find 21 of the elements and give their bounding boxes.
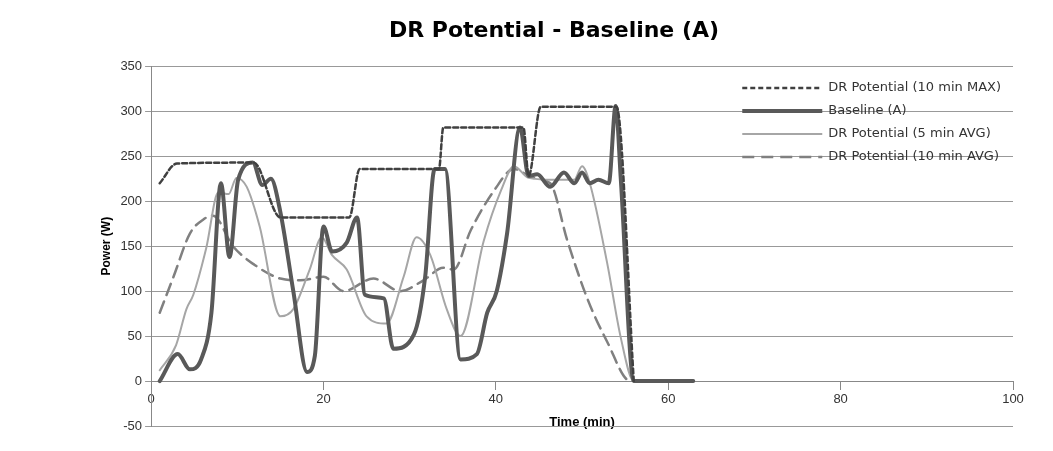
chart-title: DR Potential - Baseline (A): [388, 16, 720, 42]
y-tick-label: 0: [134, 372, 143, 388]
x-tick-label: 60: [661, 391, 676, 407]
y-tick-label: 100: [120, 282, 143, 298]
y-tick-label: 300: [120, 102, 143, 118]
text: Baseline (A): [828, 102, 907, 118]
y-tick-label: 150: [120, 237, 143, 253]
x-axis-title: Time (min): [549, 414, 615, 430]
text: DR Potential (10 min AVG): [828, 148, 1000, 164]
text: DR Potential (5 min AVG): [828, 125, 991, 141]
y-tick-label: -50: [123, 417, 143, 433]
y-axis-title: Power (W): [98, 216, 113, 276]
y-tick-label: 250: [120, 147, 143, 163]
y-tick-label: 200: [120, 192, 143, 208]
x-tick-label: 80: [833, 391, 848, 407]
y-tick-label: 350: [120, 57, 143, 73]
y-tick-label: 50: [127, 327, 143, 343]
x-tick-label: 40: [488, 391, 504, 407]
x-tick-label: 100: [1002, 391, 1024, 407]
x-tick-label: 20: [316, 391, 331, 407]
text: DR Potential (10 min MAX): [828, 79, 1002, 95]
